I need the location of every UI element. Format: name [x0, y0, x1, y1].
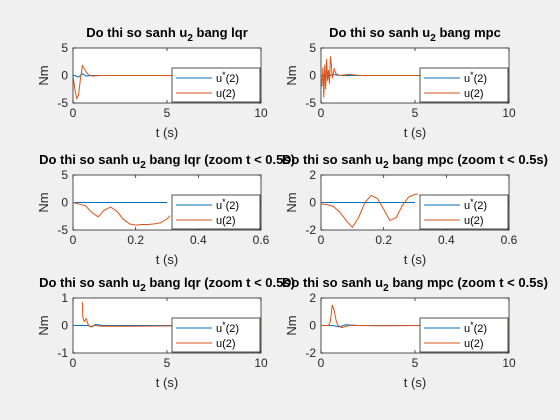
- subplot-title: Do thi so sanh u2 bang mpc (zoom t < 0.5…: [282, 152, 548, 171]
- y-axis-label: Nm: [284, 192, 299, 212]
- y-tick-label: 2: [309, 291, 316, 305]
- legend-entry-label: u(2): [464, 338, 484, 350]
- y-tick-label: -1: [57, 346, 68, 360]
- y-tick-label: -5: [57, 96, 68, 110]
- x-axis-label: t (s): [156, 252, 178, 267]
- x-tick-label: 0: [70, 106, 77, 120]
- y-tick-label: 1: [61, 291, 68, 305]
- y-tick-label: -5: [305, 96, 316, 110]
- subplot-title: Do thi so sanh u2 bang mpc (zoom t < 0.5…: [282, 275, 548, 294]
- y-axis-label: Nm: [36, 65, 51, 85]
- x-axis-label: t (s): [156, 125, 178, 140]
- x-tick-label: 5: [412, 106, 419, 120]
- legend: u*(2) u(2): [172, 68, 260, 102]
- legend: u*(2) u(2): [420, 318, 508, 352]
- legend-entry-label: u(2): [464, 88, 484, 100]
- x-tick-label: 0: [318, 356, 325, 370]
- x-tick-label: 0: [70, 356, 77, 370]
- y-tick-label: 0: [61, 319, 68, 333]
- legend: u*(2) u(2): [420, 195, 508, 229]
- x-axis-label: t (s): [404, 252, 426, 267]
- y-tick-label: -5: [57, 223, 68, 237]
- x-tick-label: 5: [164, 106, 171, 120]
- legend-entry-label: u(2): [216, 338, 236, 350]
- y-tick-label: 0: [61, 69, 68, 83]
- x-axis-label: t (s): [404, 125, 426, 140]
- legend-entry-label: u*(2): [464, 70, 487, 85]
- y-tick-label: -2: [305, 223, 316, 237]
- x-tick-label: 0: [318, 106, 325, 120]
- x-tick-label: 0.2: [375, 233, 392, 247]
- subplot-title: Do thi so sanh u2 bang lqr (zoom t < 0.5…: [39, 152, 295, 171]
- x-tick-label: 10: [254, 106, 268, 120]
- legend-entry-label: u*(2): [216, 320, 239, 335]
- x-tick-label: 0.4: [190, 233, 207, 247]
- x-tick-label: 10: [502, 356, 516, 370]
- y-tick-label: 2: [309, 168, 316, 182]
- x-tick-label: 0.6: [253, 233, 270, 247]
- y-tick-label: 5: [309, 41, 316, 55]
- subplot-title: Do thi so sanh u2 bang lqr: [86, 25, 248, 44]
- subplot-title: Do thi so sanh u2 bang lqr (zoom t < 0.5…: [39, 275, 295, 294]
- legend-entry-label: u*(2): [216, 70, 239, 85]
- x-tick-label: 5: [412, 356, 419, 370]
- y-tick-label: 5: [61, 168, 68, 182]
- x-tick-label: 0: [318, 233, 325, 247]
- y-axis-label: Nm: [36, 315, 51, 335]
- y-tick-label: 0: [61, 196, 68, 210]
- y-axis-label: Nm: [284, 65, 299, 85]
- legend-entry-label: u(2): [216, 88, 236, 100]
- legend-entry-label: u*(2): [464, 197, 487, 212]
- legend-entry-label: u*(2): [216, 197, 239, 212]
- y-axis-label: Nm: [284, 315, 299, 335]
- legend-entry-label: u(2): [216, 215, 236, 227]
- legend-entry-label: u*(2): [464, 320, 487, 335]
- legend: u*(2) u(2): [420, 68, 508, 102]
- legend: u*(2) u(2): [172, 318, 260, 352]
- y-tick-label: 0: [309, 319, 316, 333]
- x-tick-label: 0: [70, 233, 77, 247]
- x-tick-label: 0.4: [438, 233, 455, 247]
- y-tick-label: -2: [305, 346, 316, 360]
- x-tick-label: 10: [502, 106, 516, 120]
- y-axis-label: Nm: [36, 192, 51, 212]
- x-axis-label: t (s): [156, 375, 178, 390]
- legend: u*(2) u(2): [172, 195, 260, 229]
- x-tick-label: 5: [164, 356, 171, 370]
- y-tick-label: 0: [309, 196, 316, 210]
- legend-entry-label: u(2): [464, 215, 484, 227]
- y-tick-label: 0: [309, 69, 316, 83]
- x-tick-label: 0.6: [501, 233, 518, 247]
- x-axis-label: t (s): [404, 375, 426, 390]
- y-tick-label: 5: [61, 41, 68, 55]
- subplot-title: Do thi so sanh u2 bang mpc: [329, 25, 501, 44]
- x-tick-label: 0.2: [127, 233, 144, 247]
- x-tick-label: 10: [254, 356, 268, 370]
